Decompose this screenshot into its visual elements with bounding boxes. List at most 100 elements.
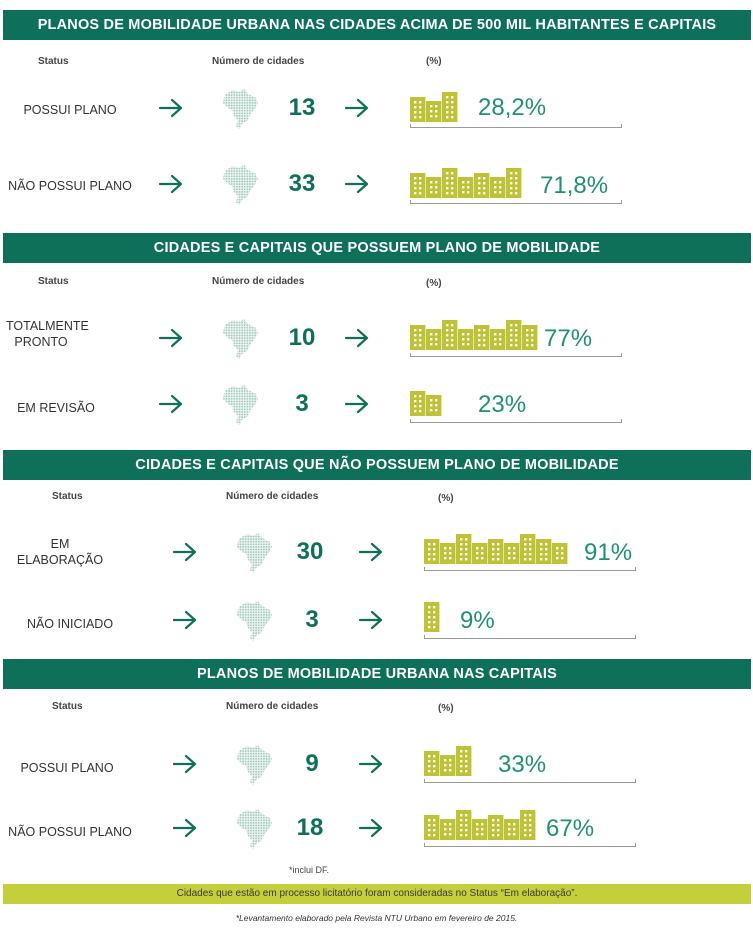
- data-row: NÃO POSSUI PLANO 33 71,8%: [0, 156, 753, 216]
- building-icon: [522, 325, 538, 350]
- building-icon: [410, 97, 426, 122]
- status-header: Status: [38, 56, 69, 67]
- building-icon: [410, 173, 426, 198]
- data-row: NÃO POSSUI PLANO 18 67%: [0, 798, 753, 858]
- brazil-map-icon: [237, 809, 272, 849]
- arrow-right-icon: [344, 328, 369, 348]
- arrow-right-icon: [172, 610, 197, 630]
- arrow-right-icon: [344, 174, 369, 194]
- status-label: NÃO POSSUI PLANO: [8, 825, 132, 839]
- status-label: POSSUI PLANO: [20, 761, 114, 775]
- building-icon: [458, 329, 474, 350]
- building-icon: [410, 391, 426, 416]
- underline: [424, 779, 636, 783]
- arrow-right-icon: [172, 754, 197, 774]
- status-header: Status: [52, 491, 83, 502]
- building-icon: [456, 534, 472, 564]
- building-icon: [410, 325, 426, 350]
- building-icon: [456, 810, 472, 840]
- building-bars: [424, 746, 472, 776]
- building-bars: [410, 320, 538, 350]
- arrow-right-icon: [344, 394, 369, 414]
- building-bars: [424, 602, 440, 632]
- footer-bar: Cidades que estão em processo licitatóri…: [3, 884, 751, 904]
- building-icon: [506, 168, 522, 198]
- df-note: *inclui DF.: [289, 865, 330, 875]
- arrow-right-icon: [172, 542, 197, 562]
- credit-note: *Levantamento elaborado pela Revista NTU…: [235, 913, 518, 923]
- arrow-right-icon: [358, 818, 383, 838]
- building-bars: [410, 391, 442, 416]
- building-icon: [442, 320, 458, 350]
- building-icon: [440, 543, 456, 564]
- building-icon: [474, 173, 490, 198]
- building-icon: [474, 325, 490, 350]
- percent-value: 77%: [544, 325, 593, 352]
- status-label: EM ELABORAÇÃO: [16, 537, 104, 567]
- arrow-right-icon: [158, 394, 183, 414]
- underline: [410, 200, 622, 204]
- building-icon: [440, 819, 456, 840]
- building-icon: [504, 819, 520, 840]
- building-bars: [410, 92, 458, 122]
- building-icon: [488, 815, 504, 840]
- building-icon: [426, 177, 442, 198]
- arrow-right-icon: [358, 610, 383, 630]
- count-header: Número de cidades: [226, 491, 319, 502]
- count-header: Número de cidades: [226, 701, 319, 712]
- building-icon: [504, 543, 520, 564]
- data-row: POSSUI PLANO 9 33%: [0, 734, 753, 794]
- brazil-map-icon: [223, 385, 258, 425]
- building-icon: [426, 395, 442, 416]
- percent-value: 28,2%: [478, 94, 547, 121]
- city-count: 9: [305, 750, 319, 777]
- underline: [424, 635, 636, 639]
- city-count: 3: [295, 390, 309, 417]
- underline: [410, 353, 622, 357]
- underline: [424, 843, 636, 847]
- status-label: NÃO INICIADO: [26, 617, 114, 631]
- brazil-map-icon: [223, 89, 258, 129]
- brazil-map-icon: [223, 165, 258, 205]
- data-row: TOTALMENTE PRONTO 10 77%: [0, 308, 753, 368]
- count-header: Número de cidades: [212, 56, 305, 67]
- percent-value: 71,8%: [540, 172, 609, 199]
- building-icon: [506, 320, 522, 350]
- arrow-right-icon: [158, 328, 183, 348]
- building-icon: [472, 819, 488, 840]
- building-icon: [488, 539, 504, 564]
- building-icon: [426, 101, 442, 122]
- building-icon: [490, 177, 506, 198]
- arrow-right-icon: [358, 542, 383, 562]
- building-icon: [458, 177, 474, 198]
- count-header: Número de cidades: [212, 276, 305, 287]
- building-icon: [442, 92, 458, 122]
- building-icon: [424, 539, 440, 564]
- building-icon: [424, 815, 440, 840]
- status-label: EM REVISÃO: [17, 401, 95, 415]
- building-icon: [520, 810, 536, 840]
- building-icon: [456, 746, 472, 776]
- city-count: 10: [288, 324, 316, 351]
- building-icon: [520, 534, 536, 564]
- arrow-right-icon: [158, 174, 183, 194]
- brazil-map-icon: [237, 601, 272, 641]
- building-bars: [410, 168, 522, 198]
- building-bars: [424, 534, 568, 564]
- section-title: PLANOS DE MOBILIDADE URBANA NAS CAPITAIS: [3, 659, 751, 689]
- building-icon: [424, 751, 440, 776]
- city-count: 18: [296, 814, 324, 841]
- data-row: POSSUI PLANO 13 28,2%: [0, 80, 753, 140]
- building-icon: [552, 543, 568, 564]
- arrow-right-icon: [172, 818, 197, 838]
- building-icon: [442, 168, 458, 198]
- data-row: EM ELABORAÇÃO 30 91%: [0, 522, 753, 582]
- brazil-map-icon: [237, 533, 272, 573]
- brazil-map-icon: [237, 745, 272, 785]
- percent-header: (%): [426, 56, 442, 67]
- arrow-right-icon: [358, 754, 383, 774]
- data-row: EM REVISÃO 3 23%: [0, 374, 753, 434]
- percent-value: 67%: [546, 815, 595, 842]
- percent-header: (%): [438, 703, 454, 714]
- percent-value: 23%: [478, 391, 527, 418]
